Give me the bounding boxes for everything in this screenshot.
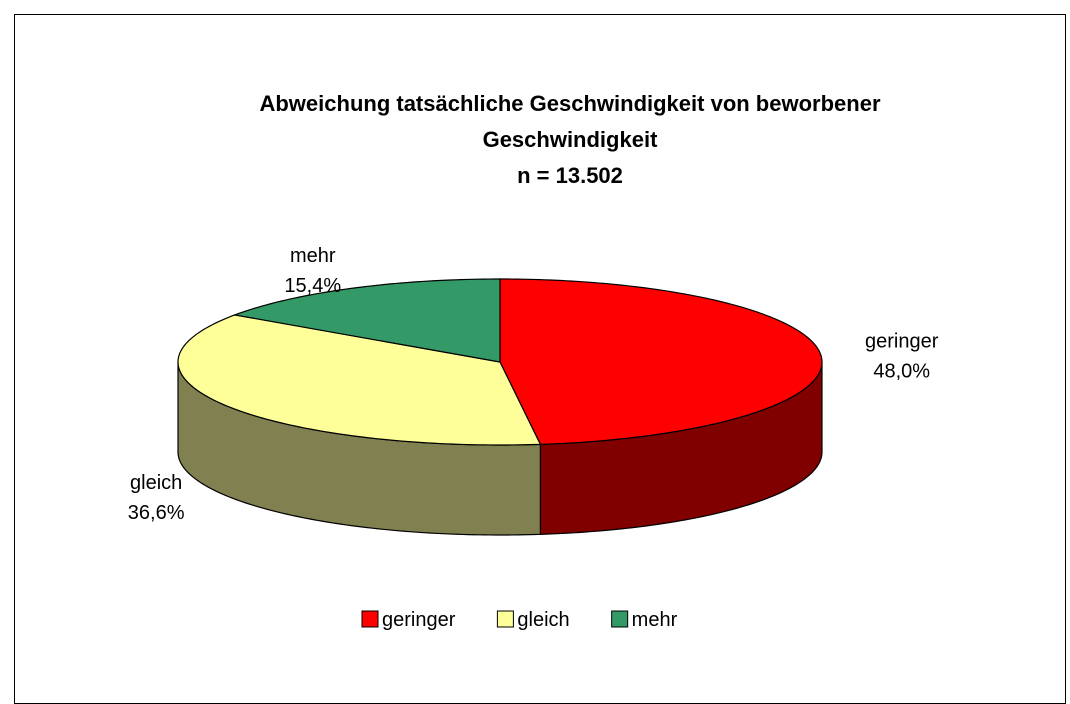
legend-label: geringer — [382, 609, 456, 631]
chart-subtitle: n = 13.502 — [517, 163, 623, 188]
data-label-name: geringer — [865, 330, 939, 352]
data-label-value: 15,4% — [284, 275, 341, 297]
legend-label: mehr — [632, 609, 678, 631]
page: {"chart_data": {"type": "pie", "three_d"… — [14, 14, 1066, 704]
data-label-name: gleich — [130, 472, 182, 494]
slice — [499, 278, 823, 445]
chart-title: Abweichung tatsächliche Geschwindigkeit … — [259, 91, 881, 152]
data-label-value: 36,6% — [128, 502, 185, 524]
slice — [177, 314, 542, 446]
legend-swatch — [361, 610, 379, 628]
slice — [232, 278, 501, 363]
chart: geringer 48,0% gleich 36,6% mehr 15,4% geringe… — [128, 245, 939, 631]
legend-swatch — [611, 610, 629, 628]
legend-label: gleich — [517, 609, 569, 631]
legend-swatch — [496, 610, 514, 628]
data-label-name: mehr — [290, 245, 336, 267]
data-label-value: 48,0% — [873, 360, 930, 382]
